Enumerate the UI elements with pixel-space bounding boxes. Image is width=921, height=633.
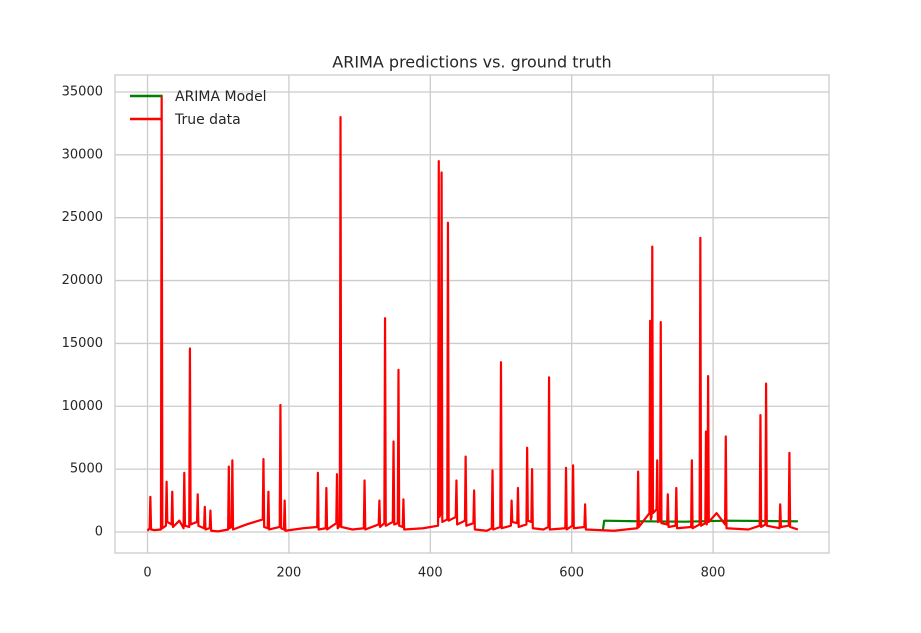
x-tick-label: 800	[701, 566, 726, 581]
ticks: 0 5000 10000 15000 20000 25000 30000 35000 0 200 4…	[62, 84, 726, 580]
x-tick-label: 200	[276, 566, 301, 581]
y-tick-label: 0	[95, 525, 103, 540]
chart-title: ARIMA predictions vs. ground truth	[332, 53, 611, 72]
plot-frame	[114, 74, 830, 554]
grid	[115, 75, 829, 553]
y-tick-label: 25000	[62, 210, 103, 225]
series-line	[601, 519, 798, 531]
legend-label: ARIMA Model	[175, 89, 267, 105]
series-line	[146, 94, 799, 533]
y-tick-label: 15000	[62, 336, 103, 351]
y-tick-label: 35000	[62, 84, 103, 99]
legend-label: True data	[174, 112, 241, 128]
y-tick-label: 5000	[70, 462, 103, 477]
lines	[146, 94, 799, 533]
x-tick-label: 600	[559, 566, 584, 581]
x-tick-label: 400	[418, 566, 443, 581]
y-tick-label: 30000	[62, 147, 103, 162]
y-tick-label: 20000	[62, 273, 103, 288]
x-tick-label: 0	[143, 566, 151, 581]
y-tick-label: 10000	[62, 399, 103, 414]
legend: ARIMA Model True data	[130, 89, 267, 128]
